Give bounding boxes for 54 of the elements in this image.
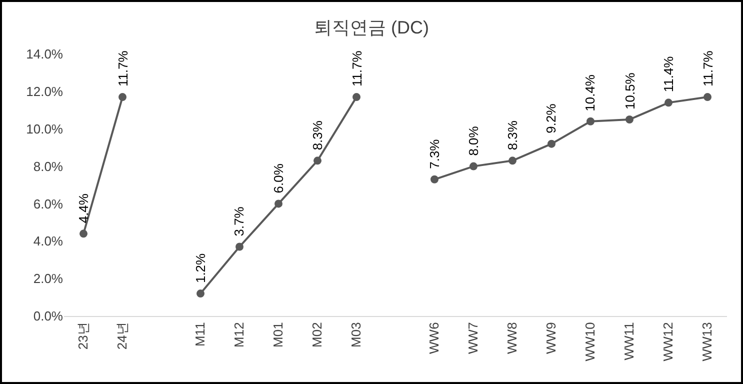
chart-title: 퇴직연금 (DC)	[314, 18, 429, 38]
y-tick-label: 10.0%	[26, 121, 64, 136]
point	[586, 117, 594, 126]
point	[430, 175, 438, 184]
y-tick-label: 8.0%	[33, 158, 64, 174]
x-tick-label: M11	[192, 322, 208, 347]
point	[626, 116, 634, 124]
data-label: 9.2%	[544, 103, 559, 134]
data-label: 10.4%	[582, 74, 598, 112]
data-label: 7.3%	[427, 138, 442, 169]
point	[118, 93, 126, 102]
data-label: 11.4%	[660, 56, 676, 92]
x-tick-label: WW6	[426, 322, 442, 354]
point	[470, 162, 478, 170]
x-tick-label: WW11	[622, 322, 637, 360]
data-label: 4.4%	[76, 193, 91, 224]
x-tick-label: WW10	[582, 322, 598, 362]
point	[314, 156, 322, 165]
data-label: 6.0%	[270, 163, 286, 194]
y-tick-label: 4.0%	[33, 234, 64, 249]
data-label: 11.7%	[115, 50, 130, 87]
point	[274, 200, 282, 208]
data-label: 1.2%	[192, 252, 208, 284]
data-label: 11.7%	[700, 50, 716, 87]
x-tick-label: M02	[310, 322, 325, 348]
point	[704, 93, 712, 102]
data-label: 8.0%	[466, 126, 482, 156]
x-tick-label: WW7	[466, 322, 481, 354]
y-tick-label: 6.0%	[33, 196, 64, 212]
data-label: 8.3%	[504, 120, 520, 150]
data-label: 11.7%	[349, 50, 364, 87]
x-tick-label: M03	[348, 322, 364, 348]
point	[196, 290, 204, 298]
y-tick-label: 2.0%	[33, 271, 64, 286]
point	[352, 93, 360, 102]
x-tick-label: M01	[270, 322, 286, 348]
data-label: 3.7%	[232, 206, 247, 236]
point	[548, 140, 556, 148]
x-tick-label: 23년	[76, 322, 91, 350]
x-tick-label: WW12	[660, 322, 676, 362]
x-tick-label: WW13	[700, 322, 715, 362]
x-tick-label: 24년	[114, 322, 130, 350]
y-tick-label: 0.0%	[33, 308, 64, 324]
point	[236, 242, 244, 251]
x-tick-label: WW9	[544, 322, 559, 354]
y-tick-label: 14.0%	[26, 46, 64, 62]
point	[508, 156, 516, 165]
y-tick-label: 12.0%	[26, 84, 64, 99]
point	[664, 98, 672, 107]
x-tick-label: M12	[232, 322, 247, 348]
point	[80, 230, 88, 238]
data-label: 10.5%	[622, 72, 638, 110]
x-tick-label: WW8	[504, 322, 520, 354]
data-label: 8.3%	[310, 120, 325, 150]
